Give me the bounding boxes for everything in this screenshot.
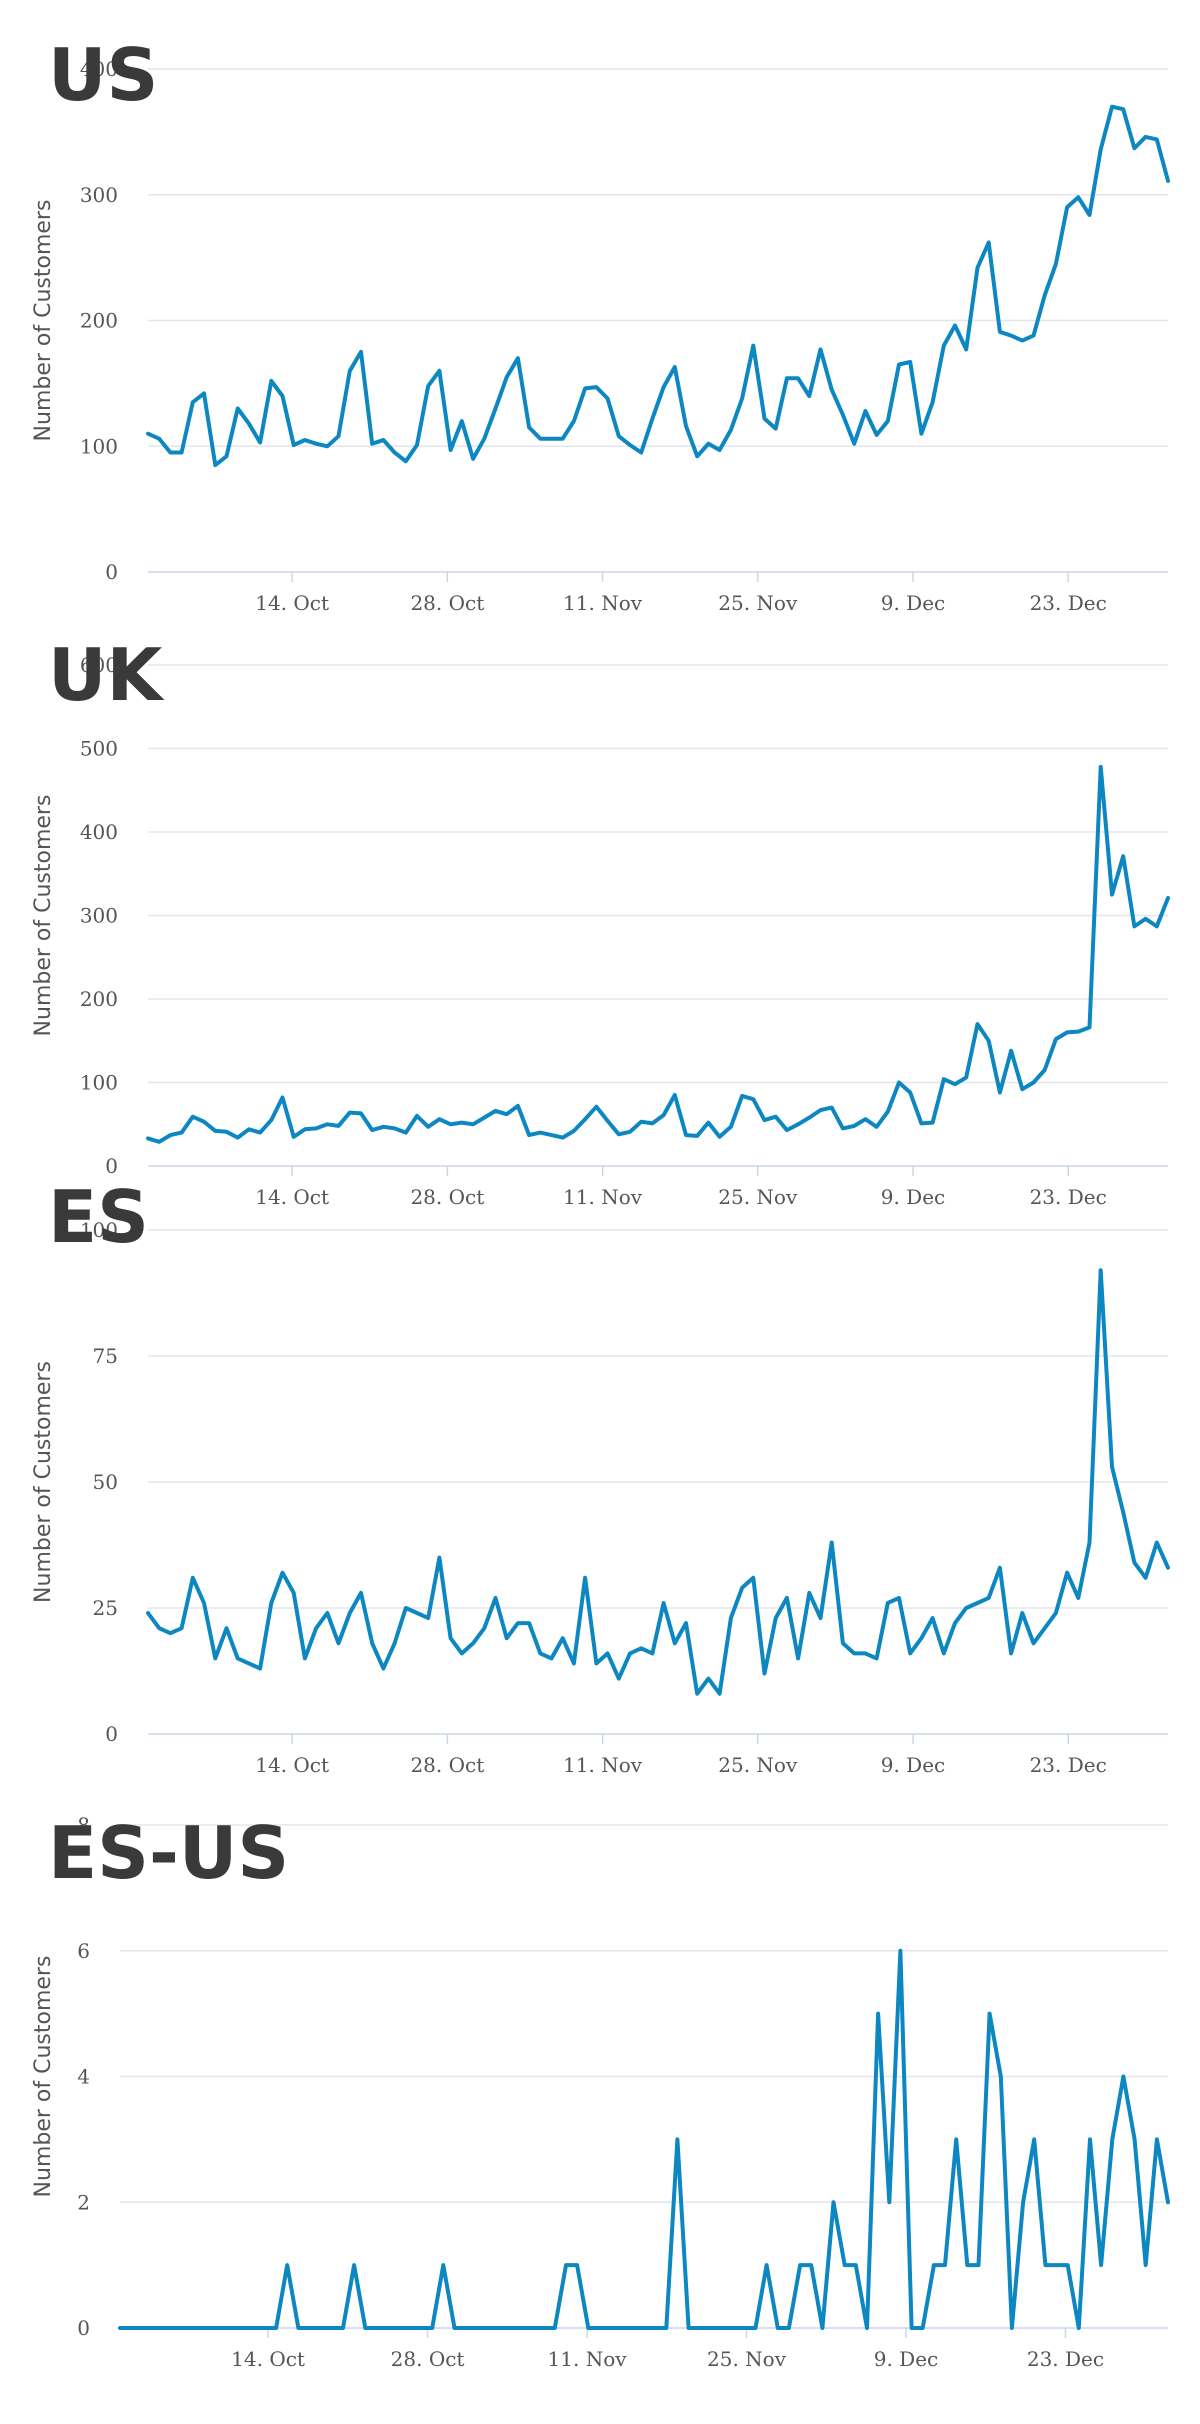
es-chart-title: ES [48,1175,149,1259]
es-chart: 0 25 50 75 100 14. Oct 28. Oct 11. Nov 25. Nov 9.… [31,1175,1170,1777]
us-x-tick-label: 14. Oct [255,591,329,615]
uk-y-tick-label: 300 [80,904,118,928]
es-y-tick-label: 75 [93,1344,118,1368]
uk-chart: 0 100 200 300 400 500 600 14. Oct 28. Oct 11. Nov… [31,633,1170,1209]
uk-y-axis-label: Number of Customers [31,795,56,1037]
us-x-tick-label: 23. Dec [1030,591,1107,615]
us-y-tick-label: 0 [105,560,118,584]
es-y-tick-label: 100 [80,1218,118,1242]
us-y-axis-label: Number of Customers [31,200,56,442]
uk-y-tick-label: 600 [80,653,118,677]
us-x-tick-label: 9. Dec [881,591,946,615]
uk-x-tick-label: 28. Oct [410,1185,484,1209]
uk-y-tick-label: 0 [105,1154,118,1178]
es-y-tick-label: 25 [93,1596,118,1620]
es-y-tick-label: 50 [93,1470,118,1494]
es-us-x-tick-label: 11. Nov [548,2347,628,2371]
es-us-x-tick-label: 9. Dec [874,2347,939,2371]
es-us-y-axis-label: Number of Customers [31,1956,56,2198]
us-y-tick-label: 100 [80,434,118,458]
us-series-line [146,104,1170,468]
us-x-tick-label: 11. Nov [563,591,643,615]
us-x-tick-label: 25. Nov [718,591,798,615]
uk-x-tick-label: 11. Nov [563,1185,643,1209]
es-x-tick-label: 23. Dec [1030,1753,1107,1777]
us-x-tick-label: 28. Oct [410,591,484,615]
uk-x-tick-label: 14. Oct [255,1185,329,1209]
es-x-tick-label: 9. Dec [881,1753,946,1777]
es-us-x-tick-label: 25. Nov [707,2347,787,2371]
uk-chart-title: UK [48,633,164,717]
uk-x-tick-label: 9. Dec [881,1185,946,1209]
us-y-tick-label: 300 [80,183,118,207]
uk-x-tick-label: 25. Nov [718,1185,798,1209]
es-us-y-tick-label: 4 [77,2065,90,2089]
uk-x-tick-label: 23. Dec [1030,1185,1107,1209]
uk-series-line [146,764,1170,1144]
es-us-x-tick-label: 14. Oct [231,2347,305,2371]
es-us-y-tick-label: 8 [77,1813,90,1837]
es-us-series-line [118,1948,1170,2330]
es-y-tick-label: 0 [105,1722,118,1746]
es-x-tick-label: 11. Nov [563,1753,643,1777]
es-series-line [146,1268,1170,1696]
es-us-chart-title: ES-US [48,1811,289,1895]
uk-y-tick-label: 500 [80,737,118,761]
us-chart-title: US [48,33,158,117]
us-chart: 0 100 200 300 400 14. Oct 28. Oct 11. Nov 25. No… [31,33,1170,615]
uk-y-tick-label: 200 [80,987,118,1011]
es-us-chart: 0 2 4 6 8 14. Oct 28. Oct 11. Nov 25. Nov 9. Dec 2… [31,1811,1170,2371]
uk-y-tick-label: 100 [80,1071,118,1095]
us-y-tick-label: 400 [80,57,118,81]
es-us-y-tick-label: 0 [77,2316,90,2340]
es-us-y-tick-label: 2 [77,2190,90,2214]
es-us-y-tick-label: 6 [77,1939,90,1963]
es-x-tick-label: 28. Oct [410,1753,484,1777]
es-x-tick-label: 14. Oct [255,1753,329,1777]
es-x-tick-label: 25. Nov [718,1753,798,1777]
es-us-x-tick-label: 23. Dec [1027,2347,1104,2371]
uk-y-tick-label: 400 [80,820,118,844]
us-y-tick-label: 200 [80,309,118,333]
es-us-x-tick-label: 28. Oct [391,2347,465,2371]
es-y-axis-label: Number of Customers [31,1361,56,1603]
